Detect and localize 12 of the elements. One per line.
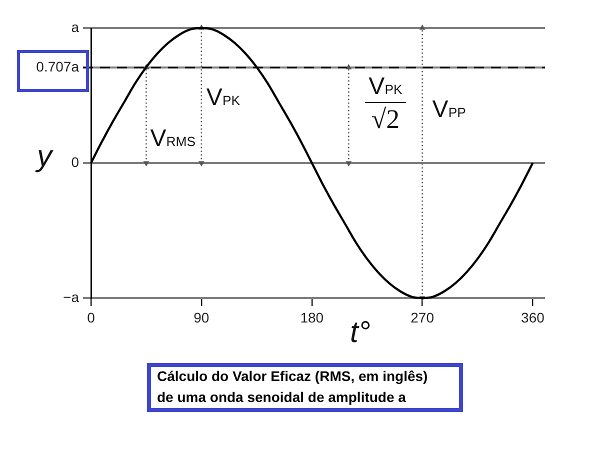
y-axis-title: y	[37, 140, 52, 173]
y-tick-label: a	[71, 18, 80, 35]
x-tick-label: 270	[410, 309, 434, 326]
x-tick-label: 0	[87, 309, 96, 326]
x-axis-title: t°	[350, 316, 370, 349]
text: Cálculo do Valor Eficaz (RMS, em inglês) de uma onda senoidal de amplitude a	[157, 367, 428, 407]
y-tick-label: 0.707a	[36, 58, 80, 74]
x-tick-label: 90	[194, 309, 210, 326]
x-tick-label: 360	[521, 309, 545, 326]
y-tick-label: −a	[63, 288, 80, 305]
y-tick-label: 0	[71, 154, 80, 170]
x-tick-label: 180	[300, 309, 324, 326]
